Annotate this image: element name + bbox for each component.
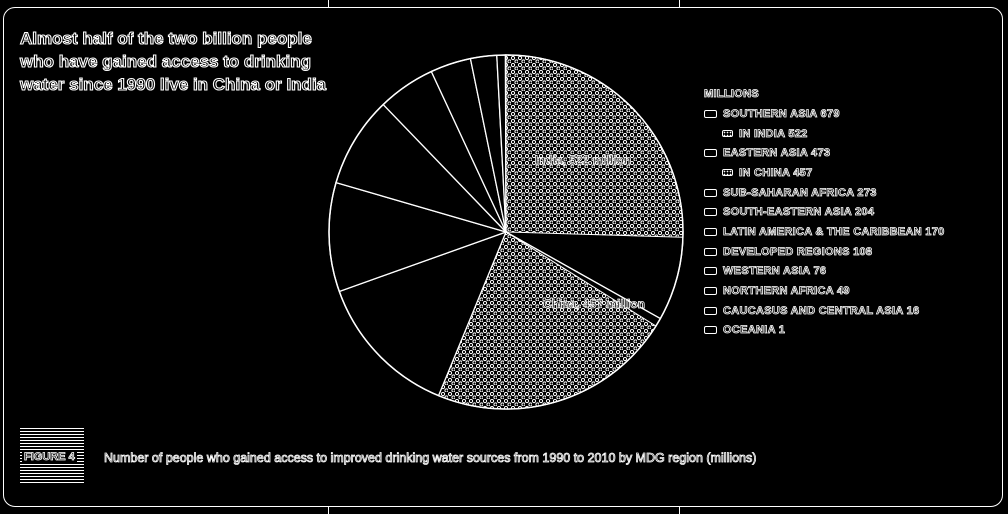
legend-swatch <box>704 247 717 256</box>
legend-item: IN INDIA 522 <box>704 124 1004 144</box>
legend-item: DEVELOPED REGIONS 108 <box>704 242 1004 262</box>
legend-label: IN INDIA 522 <box>739 127 808 140</box>
legend-label: EASTERN ASIA 473 <box>723 147 831 160</box>
legend-item: NORTHERN AFRICA 49 <box>704 281 1004 301</box>
legend-swatch <box>704 267 717 276</box>
legend-title: MILLIONS <box>704 88 759 101</box>
legend-item: EASTERN ASIA 473 <box>704 143 1004 163</box>
legend-item: WESTERN ASIA 76 <box>704 262 1004 282</box>
legend-label: OCEANIA 1 <box>723 324 786 337</box>
crop-mark <box>679 507 680 514</box>
pie-highlight-southern-asia <box>505 54 684 238</box>
legend-swatch <box>704 149 717 158</box>
pie-outline <box>328 54 684 410</box>
legend-label: IN CHINA 457 <box>739 166 813 180</box>
chart-title: Almost half of the two billion people wh… <box>19 28 327 94</box>
pie-slice-oceania <box>504 54 507 233</box>
legend: MILLIONS SOUTHERN ASIA 679 IN INDIA 522 EA… <box>704 88 1004 340</box>
chart-caption: Number of people who gained access to im… <box>104 451 757 466</box>
figure-badge: FIGURE 4 <box>20 428 84 484</box>
legend-item: CAUCASUS AND CENTRAL ASIA 16 <box>704 301 1004 321</box>
legend-item: SUB-SAHARAN AFRICA 273 <box>704 183 1004 203</box>
slice-label-india: India, 522 million <box>535 153 632 167</box>
legend-label: SOUTHERN ASIA 679 <box>723 107 840 120</box>
legend-item: LATIN AMERICA & THE CARIBBEAN 170 <box>704 222 1004 242</box>
legend-swatch <box>704 227 717 236</box>
legend-swatch <box>722 130 733 138</box>
figure-label: FIGURE 4 <box>22 451 77 463</box>
legend-swatch <box>704 188 717 197</box>
legend-label: SUB-SAHARAN AFRICA 273 <box>723 186 877 199</box>
legend-label: CAUCASUS AND CENTRAL ASIA 16 <box>723 304 920 317</box>
legend-swatch <box>722 169 733 177</box>
legend-item: SOUTHERN ASIA 679 <box>704 104 1004 124</box>
legend-swatch <box>704 306 717 315</box>
legend-label: LATIN AMERICA & THE CARIBBEAN 170 <box>723 225 945 239</box>
legend-swatch <box>704 208 717 217</box>
legend-label: DEVELOPED REGIONS 108 <box>723 245 873 258</box>
chart-panel <box>3 7 1003 507</box>
legend-label: NORTHERN AFRICA 49 <box>723 285 850 298</box>
slice-label-china: China, 457 million <box>543 297 645 311</box>
legend-item: IN CHINA 457 <box>704 163 1004 183</box>
legend-label: WESTERN ASIA 76 <box>723 265 827 278</box>
legend-item: OCEANIA 1 <box>704 321 1004 341</box>
legend-label: SOUTH-EASTERN ASIA 204 <box>723 206 875 219</box>
legend-item: SOUTH-EASTERN ASIA 204 <box>704 202 1004 222</box>
legend-swatch <box>704 287 717 296</box>
legend-swatch <box>704 109 717 118</box>
legend-swatch <box>704 326 717 335</box>
crop-mark <box>328 507 329 514</box>
crop-mark <box>679 0 680 7</box>
crop-mark <box>328 0 329 7</box>
